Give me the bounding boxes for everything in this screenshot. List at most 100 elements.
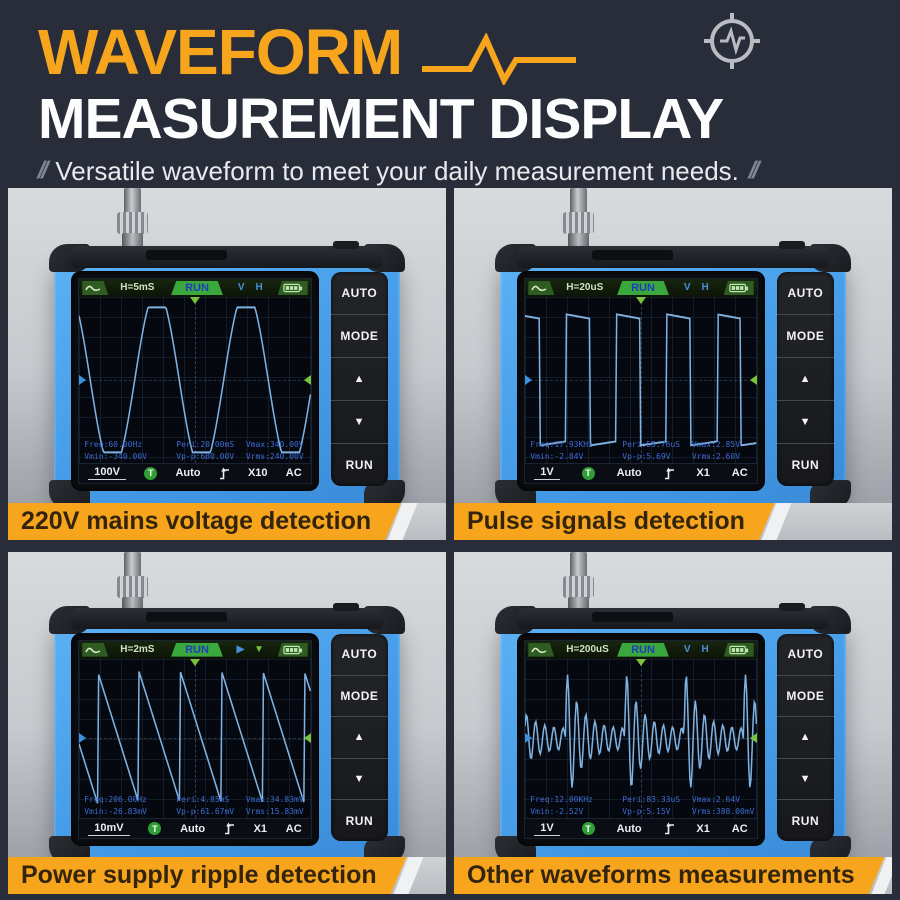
bnc-probe-connector	[113, 188, 153, 251]
trigger-mode: Auto	[180, 822, 206, 835]
tagline-text: Versatile waveform to meet your daily me…	[55, 155, 739, 186]
coupling-mode: AC	[731, 822, 748, 835]
volts-per-div: 100V	[88, 466, 126, 481]
waveform-trace	[525, 313, 757, 447]
freq-reading: Freq:206.00Hz	[84, 795, 147, 805]
screen-settings-bar: 100V T Auto X10 AC	[79, 462, 311, 483]
measurement-readings: Freq:17.93KHz Peri:55.76uS Vmax:2.85V Vm…	[530, 440, 754, 461]
down-arrow-button: ▼	[330, 401, 388, 444]
top-rail	[71, 608, 383, 630]
down-arrow-button: ▼	[776, 759, 834, 801]
trigger-mode: Auto	[616, 822, 642, 835]
period-reading: Peri:55.76uS	[622, 439, 681, 449]
indicator-b: H	[255, 281, 263, 293]
top-rail	[517, 608, 829, 630]
vmax-reading: Vmax:2.64V	[691, 795, 741, 805]
run-status-badge: RUN	[617, 642, 669, 657]
trigger-mode: Auto	[616, 467, 642, 480]
trigger-position-icon	[189, 658, 200, 666]
scope-panel: H=5mS RUN V H	[8, 188, 446, 540]
waveform-display: Freq:60.00Hz Peri:20.00mS Vmax:340.00V V…	[79, 296, 311, 463]
screen-bezel: H=5mS RUN V H	[71, 270, 319, 491]
up-arrow-button: ▲	[330, 358, 388, 401]
trigger-position-icon	[635, 658, 646, 666]
screen-settings-bar: 10mV T Auto X1 AC	[79, 818, 311, 839]
channel-marker-icon	[79, 374, 87, 385]
indicator-a: ▶	[236, 643, 245, 655]
power-button	[332, 240, 359, 249]
screen-settings-bar: 1V T Auto X1 AC	[525, 462, 757, 483]
run-status-badge: RUN	[617, 280, 669, 295]
bnc-probe-connector	[559, 552, 599, 615]
trigger-edge-icon	[664, 467, 675, 480]
up-arrow-button: ▲	[776, 717, 834, 759]
trigger-channel-icon: T	[581, 822, 595, 836]
bnc-probe-connector	[113, 552, 153, 615]
probe-attenuation: X1	[253, 822, 268, 835]
trigger-level-icon	[303, 374, 311, 385]
scope-panel: H=2mS RUN ▶ ▼	[8, 552, 446, 894]
auto-button: AUTO	[776, 634, 834, 676]
coupling-mode: AC	[731, 467, 748, 480]
channel-marker-icon	[79, 733, 87, 744]
screen-status-bar: H=200uS RUN V H	[525, 640, 757, 659]
auto-button: AUTO	[776, 272, 834, 316]
screen-bezel: H=20uS RUN V H	[517, 270, 765, 491]
timebase-label: H=2mS	[120, 644, 155, 656]
oscilloscope-device: H=200uS RUN V H	[494, 603, 852, 864]
tagline: // Versatile waveform to meet your daily…	[34, 155, 900, 187]
up-arrow-button: ▲	[776, 358, 834, 401]
target-pulse-icon	[704, 13, 760, 69]
auto-button: AUTO	[330, 634, 388, 676]
measurement-readings: Freq:12.00KHz Peri:83.33uS Vmax:2.64V Vm…	[530, 795, 754, 816]
waveform-trace	[79, 306, 311, 454]
waveform-display: Freq:206.00Hz Peri:4.85mS Vmax:34.83mV V…	[79, 658, 311, 819]
coupling-mode: AC	[285, 467, 302, 480]
waveform-display: Freq:17.93KHz Peri:55.76uS Vmax:2.85V Vm…	[525, 296, 757, 463]
vrms-reading: Vrms:388.00mV	[691, 807, 755, 817]
freq-reading: Freq:17.93KHz	[530, 439, 593, 449]
top-rail	[517, 245, 829, 268]
vrms-reading: Vrms:15.83mV	[245, 807, 304, 817]
measurement-readings: Freq:60.00Hz Peri:20.00mS Vmax:340.00V V…	[84, 440, 308, 461]
trigger-mode: Auto	[175, 467, 201, 480]
run-button: RUN	[345, 813, 374, 828]
trigger-position-icon	[189, 296, 200, 304]
vmin-reading: Vmin:-340.00V	[84, 451, 147, 461]
trigger-level-icon	[303, 733, 311, 744]
probe-attenuation: X1	[696, 822, 710, 835]
indicator-a: V	[683, 281, 691, 293]
page-title: WAVEFORM	[38, 16, 403, 88]
battery-icon	[723, 642, 754, 657]
vpp-reading: Vp-p:5.15V	[622, 807, 671, 817]
button-panel: AUTO MODE ▲ ▼ RUN	[776, 633, 834, 842]
trigger-level-icon	[749, 733, 757, 744]
vpp-reading: Vp-p:5.69V	[622, 451, 671, 461]
mode-button: MODE	[776, 676, 834, 718]
scope-panel: H=20uS RUN V H	[454, 188, 892, 540]
trigger-edge-icon	[219, 467, 230, 480]
header: WAVEFORM MEASUREMENT DISPLAY // Versatil…	[0, 0, 900, 188]
volts-per-div: 1V	[534, 466, 560, 481]
trigger-channel-icon: T	[144, 466, 158, 480]
battery-icon	[277, 642, 308, 657]
caption-banner: Other waveforms measurements	[454, 857, 885, 894]
waveform-icon	[82, 280, 109, 295]
caption-banner: 220V mains voltage detection	[8, 503, 401, 540]
trigger-channel-icon: T	[148, 822, 162, 836]
indicator-b: H	[701, 643, 709, 655]
waveform-display: Freq:12.00KHz Peri:83.33uS Vmax:2.64V Vm…	[525, 658, 757, 819]
screen-status-bar: H=5mS RUN V H	[79, 278, 311, 297]
run-button: RUN	[791, 813, 820, 828]
volts-per-div: 10mV	[88, 822, 130, 836]
open-quote-icon: //	[34, 157, 49, 185]
down-arrow-button: ▼	[330, 759, 388, 801]
channel-marker-icon	[525, 733, 533, 744]
vmax-reading: Vmax:34.83mV	[245, 795, 304, 805]
caption-banner: Power supply ripple detection	[8, 857, 407, 894]
waveform-zigzag-icon	[422, 33, 577, 85]
mode-button: MODE	[776, 315, 834, 358]
caption-bar: 220V mains voltage detection	[8, 503, 446, 540]
oscilloscope-device: H=2mS RUN ▶ ▼	[48, 603, 406, 864]
scope-screen: H=5mS RUN V H	[78, 277, 312, 484]
